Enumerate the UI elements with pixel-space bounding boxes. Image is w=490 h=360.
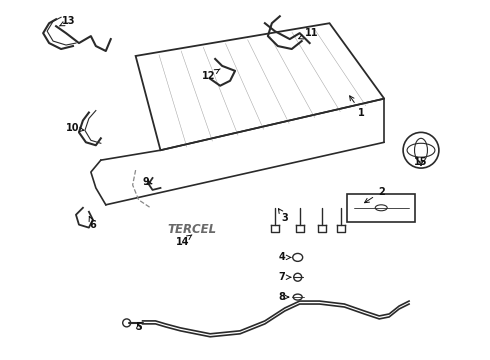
Text: 5: 5 — [135, 322, 142, 332]
Text: 14: 14 — [175, 235, 192, 247]
Text: 6: 6 — [89, 217, 96, 230]
Text: 4: 4 — [278, 252, 291, 262]
Text: 2: 2 — [365, 187, 385, 203]
Text: 1: 1 — [350, 96, 365, 117]
Text: 15: 15 — [414, 157, 428, 167]
Text: TERCEL: TERCEL — [168, 223, 217, 236]
Text: 10: 10 — [66, 123, 84, 134]
Text: 8: 8 — [278, 292, 289, 302]
Text: 3: 3 — [278, 209, 288, 223]
Bar — [347, 194, 415, 222]
Text: 9: 9 — [142, 177, 152, 187]
Text: 13: 13 — [59, 16, 76, 26]
Text: 7: 7 — [278, 272, 291, 282]
Text: 11: 11 — [299, 28, 318, 39]
Text: 12: 12 — [201, 69, 220, 81]
